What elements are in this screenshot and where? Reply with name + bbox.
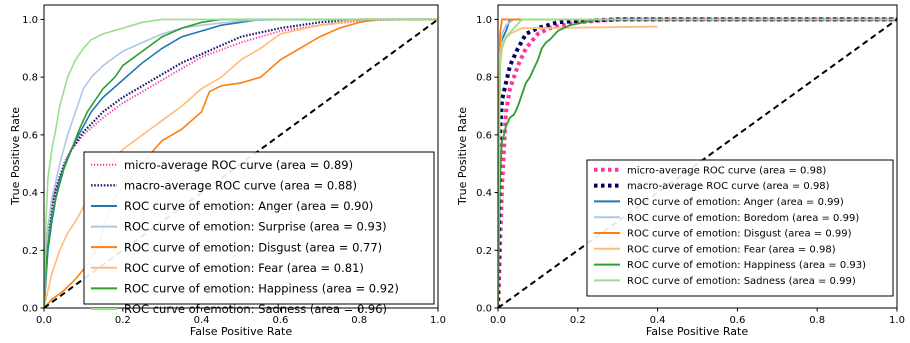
series-layer — [498, 17, 897, 308]
y-tick-label: 0.0 — [22, 304, 38, 315]
series-line-roc-curve-of-emotion-surprise — [44, 18, 438, 308]
x-tick-label: 0.0 — [36, 315, 52, 326]
series-layer — [44, 18, 438, 308]
y-axis-label: True Positive Rate — [9, 107, 22, 206]
series-line-roc-curve-of-emotion-happiness — [498, 18, 897, 308]
plot-frame — [497, 4, 898, 309]
y-tick-label: 0.2 — [22, 246, 38, 257]
y-axis-label: True Positive Rate — [456, 107, 469, 206]
series-line-roc-curve-of-emotion-fear — [498, 25, 658, 308]
legend-entry-label: ROC curve of emotion: Boredom (area = 0.… — [627, 213, 859, 224]
x-tick-label: 0.0 — [490, 315, 506, 326]
legend-entry-label: ROC curve of emotion: Anger (area = 0.90… — [124, 199, 373, 213]
x-axis-label: False Positive Rate — [190, 325, 292, 338]
y-tick-label: 0.8 — [22, 73, 38, 84]
plot-frame — [43, 4, 439, 309]
legend-box — [586, 159, 894, 297]
y-tick-label: 0.6 — [476, 130, 492, 141]
legend: micro-average ROC curve (area = 0.89) mac… — [83, 151, 435, 316]
x-axis-label: False Positive Rate — [646, 325, 748, 338]
x-tick-label: 1.0 — [430, 315, 446, 326]
legend-entry-label: micro-average ROC curve (area = 0.98) — [627, 165, 826, 176]
y-tick-label: 0.4 — [22, 188, 38, 199]
legend-entry-label: ROC curve of emotion: Fear (area = 0.98) — [627, 244, 836, 255]
legend: micro-average ROC curve (area = 0.98) mac… — [586, 159, 894, 297]
legend-entry-label: ROC curve of emotion: Sadness (area = 0.… — [627, 276, 856, 287]
x-tick-label: 0.6 — [272, 315, 288, 326]
series-line-micro-average-roc-curve — [44, 18, 438, 308]
legend-box — [83, 151, 435, 305]
axis-ticks: 0.0 0.2 0.4 0.6 0.8 1.0 0.0 0.2 0.4 0.6 0.8 1.0 — [476, 15, 905, 326]
series-line-micro-average-roc-curve — [498, 17, 897, 308]
x-tick-label: 0.8 — [809, 315, 825, 326]
x-tick-label: 0.2 — [570, 315, 586, 326]
legend-entry-label: macro-average ROC curve (area = 0.98) — [627, 181, 830, 192]
chance-diagonal-line — [498, 18, 897, 308]
x-tick-label: 0.6 — [729, 315, 745, 326]
y-tick-label: 1.0 — [476, 15, 492, 26]
x-tick-label: 0.8 — [351, 315, 367, 326]
legend-entry-label: ROC curve of emotion: Surprise (area = 0… — [124, 220, 387, 234]
x-tick-label: 0.4 — [650, 315, 666, 326]
legend-entry-label: ROC curve of emotion: Fear (area = 0.81) — [124, 261, 364, 275]
series-line-roc-curve-of-emotion-happiness — [44, 18, 438, 308]
x-tick-label: 0.2 — [115, 315, 131, 326]
y-tick-label: 0.2 — [476, 246, 492, 257]
legend-entry-label: ROC curve of emotion: Sadness (area = 0.… — [124, 302, 387, 316]
legend-entry-label: ROC curve of emotion: Happiness (area = … — [124, 282, 399, 296]
series-line-roc-curve-of-emotion-sadness — [498, 18, 897, 308]
axis-ticks: 0.0 0.2 0.4 0.6 0.8 1.0 0.0 0.2 0.4 0.6 0.8 1.0 — [22, 15, 446, 326]
y-tick-label: 0.6 — [22, 130, 38, 141]
legend-entry-label: ROC curve of emotion: Anger (area = 0.99… — [627, 197, 844, 208]
roc-chart-right: 0.0 0.2 0.4 0.6 0.8 1.0 0.0 0.2 0.4 0.6 0.8 1.0 Fal… — [456, 4, 905, 338]
x-tick-label: 0.4 — [194, 315, 210, 326]
y-tick-label: 0.8 — [476, 73, 492, 84]
legend-entry-label: ROC curve of emotion: Happiness (area = … — [627, 260, 866, 271]
y-tick-label: 1.0 — [22, 15, 38, 26]
legend-entry-label: micro-average ROC curve (area = 0.89) — [124, 158, 353, 172]
series-line-roc-curve-of-emotion-anger — [44, 18, 438, 308]
legend-entry-label: macro-average ROC curve (area = 0.88) — [124, 179, 357, 193]
series-line-roc-curve-of-emotion-fear — [44, 18, 438, 308]
legend-entry-label: ROC curve of emotion: Disgust (area = 0.… — [124, 240, 382, 254]
series-line-macro-average-roc-curve — [44, 18, 438, 308]
x-tick-label: 1.0 — [889, 315, 905, 326]
series-line-roc-curve-of-emotion-sadness — [44, 18, 438, 308]
roc-chart-left: 0.0 0.2 0.4 0.6 0.8 1.0 0.0 0.2 0.4 0.6 0.8 1.0 Fal… — [9, 4, 446, 338]
legend-entry-label: ROC curve of emotion: Disgust (area = 0.… — [627, 229, 852, 240]
y-tick-label: 0.0 — [476, 304, 492, 315]
y-tick-label: 0.4 — [476, 188, 492, 199]
